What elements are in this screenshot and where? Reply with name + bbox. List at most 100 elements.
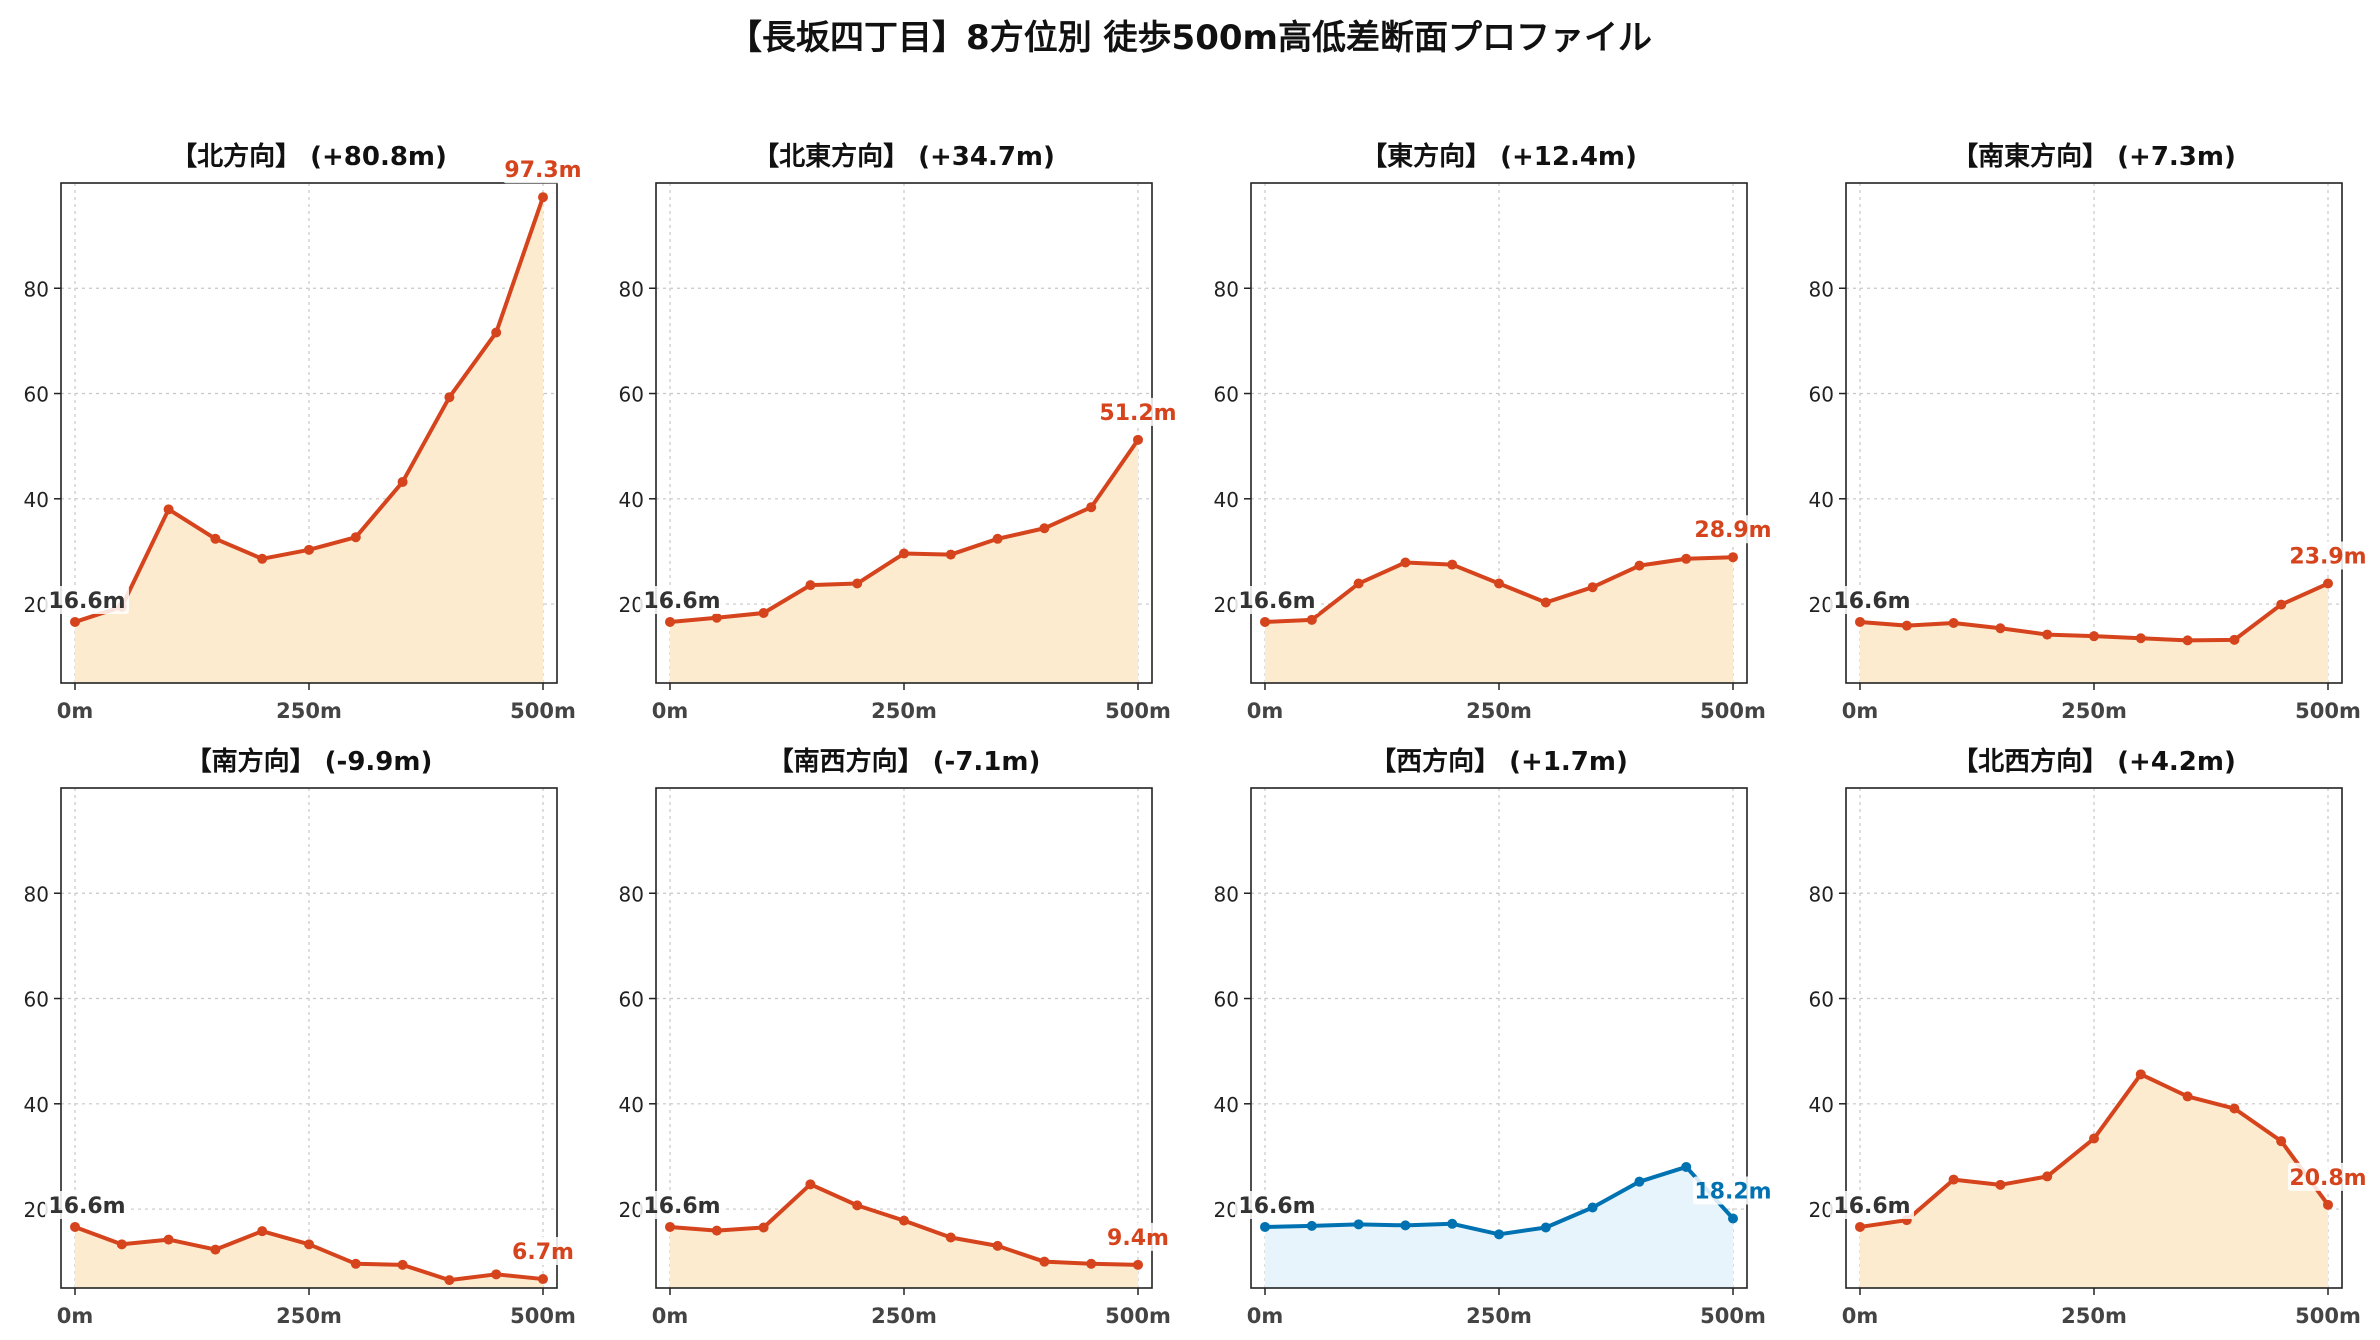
data-point: [945, 1232, 956, 1243]
data-point: [70, 1221, 80, 1232]
start-label-bg: [1235, 585, 1319, 614]
data-point: [2323, 1199, 2333, 1210]
data-point: [304, 1239, 314, 1250]
data-point: [899, 1215, 909, 1226]
start-label: 16.6m: [643, 589, 720, 614]
data-point: [1039, 523, 1050, 534]
y-tick-label: 40: [619, 1093, 644, 1117]
data-point: [2182, 635, 2193, 646]
data-point: [397, 476, 408, 487]
subplot-title: 【北西方向】 (+4.2m): [1952, 746, 2236, 777]
y-tick-label: 20: [1214, 1198, 1239, 1222]
data-point: [1855, 616, 1865, 627]
subplot-title: 【南東方向】 (+7.3m): [1952, 141, 2236, 172]
data-point: [210, 1244, 221, 1255]
data-point: [1540, 597, 1551, 608]
start-label: 16.6m: [1238, 1194, 1315, 1219]
data-point: [491, 1269, 502, 1280]
end-label-bg: [503, 155, 583, 184]
data-point: [1133, 434, 1143, 445]
end-label-bg: [1098, 397, 1178, 426]
area-fill: [75, 197, 543, 684]
data-point: [1728, 552, 1738, 563]
data-point: [1681, 553, 1692, 564]
data-point: [1447, 1218, 1458, 1229]
data-point: [116, 1239, 127, 1250]
x-tick-label: 250m: [1466, 1304, 1532, 1328]
x-tick-label: 0m: [57, 1304, 94, 1328]
x-tick-label: 500m: [1105, 699, 1171, 723]
data-point: [2276, 1136, 2287, 1147]
x-tick-label: 0m: [1842, 699, 1879, 723]
end-label: 6.7m: [512, 1240, 574, 1265]
data-point: [163, 1234, 174, 1245]
y-tick-label: 20: [24, 593, 49, 617]
y-tick-label: 40: [1214, 488, 1239, 512]
y-tick-label: 20: [1809, 593, 1834, 617]
y-tick-label: 60: [619, 383, 644, 407]
data-point: [2042, 629, 2053, 640]
x-tick-label: 250m: [871, 1304, 937, 1328]
end-label: 18.2m: [1694, 1180, 1771, 1205]
data-point: [491, 327, 502, 338]
data-point: [992, 1240, 1003, 1251]
end-label-bg: [2288, 541, 2368, 570]
data-point: [1728, 1213, 1738, 1224]
data-point: [2229, 634, 2240, 645]
subplot-2: 【北東方向】 (+34.7m) 20 40 60 80 0m 250m 500m 16.6m 51…: [619, 141, 1178, 723]
y-tick-label: 40: [24, 1093, 49, 1117]
data-point: [805, 580, 816, 591]
start-label: 16.6m: [48, 1194, 125, 1219]
y-tick-label: 60: [1809, 383, 1834, 407]
y-tick-label: 40: [1809, 1093, 1834, 1117]
data-point: [257, 553, 268, 564]
x-tick-label: 500m: [2295, 1304, 2361, 1328]
y-tick-label: 20: [1809, 1198, 1834, 1222]
y-tick-label: 60: [619, 988, 644, 1012]
data-point: [852, 578, 863, 589]
data-point: [1086, 502, 1097, 513]
data-point: [538, 1274, 548, 1285]
data-point: [163, 504, 174, 515]
subplot-1: 【北方向】 (+80.8m) 20 40 60 80 0m 250m 500m 16.6m 97.…: [24, 141, 583, 723]
subplot-5: 【南方向】 (-9.9m) 20 40 60 80 0m 250m 500m 16.6m 6.7m: [24, 746, 583, 1328]
end-label-bg: [1693, 1176, 1773, 1205]
data-point: [758, 608, 769, 618]
plot-frame: [60, 787, 558, 1289]
y-tick-label: 40: [1809, 488, 1834, 512]
data-point: [257, 1226, 268, 1237]
x-tick-label: 0m: [1247, 699, 1284, 723]
subplot-4: 【南東方向】 (+7.3m) 20 40 60 80 0m 250m 500m 16.6m 23.…: [1809, 141, 2368, 723]
data-point: [1587, 1202, 1598, 1213]
data-point: [1306, 614, 1317, 625]
data-point: [1306, 1220, 1317, 1231]
y-tick-label: 40: [1214, 1093, 1239, 1117]
data-point: [1901, 620, 1912, 631]
start-label-bg: [640, 585, 724, 614]
data-point: [1855, 1221, 1865, 1232]
x-tick-label: 250m: [2061, 699, 2127, 723]
data-point: [711, 612, 722, 623]
start-label: 16.6m: [1833, 1194, 1910, 1219]
y-tick-label: 20: [24, 1198, 49, 1222]
y-tick-label: 60: [24, 988, 49, 1012]
subplot-title: 【西方向】 (+1.7m): [1370, 746, 1628, 777]
start-label-bg: [45, 585, 129, 614]
y-tick-label: 60: [1214, 988, 1239, 1012]
y-tick-label: 60: [24, 383, 49, 407]
x-tick-label: 250m: [1466, 699, 1532, 723]
data-point: [1086, 1258, 1097, 1269]
data-point: [1634, 1176, 1645, 1187]
data-point: [2135, 633, 2146, 644]
data-point: [1447, 559, 1458, 570]
data-point: [992, 533, 1003, 544]
x-tick-label: 500m: [510, 1304, 576, 1328]
data-point: [1039, 1256, 1050, 1267]
y-tick-label: 20: [1214, 593, 1239, 617]
data-point: [1133, 1259, 1143, 1270]
x-tick-label: 0m: [1842, 1304, 1879, 1328]
data-point: [2182, 1091, 2193, 1102]
end-label: 97.3m: [504, 158, 581, 183]
